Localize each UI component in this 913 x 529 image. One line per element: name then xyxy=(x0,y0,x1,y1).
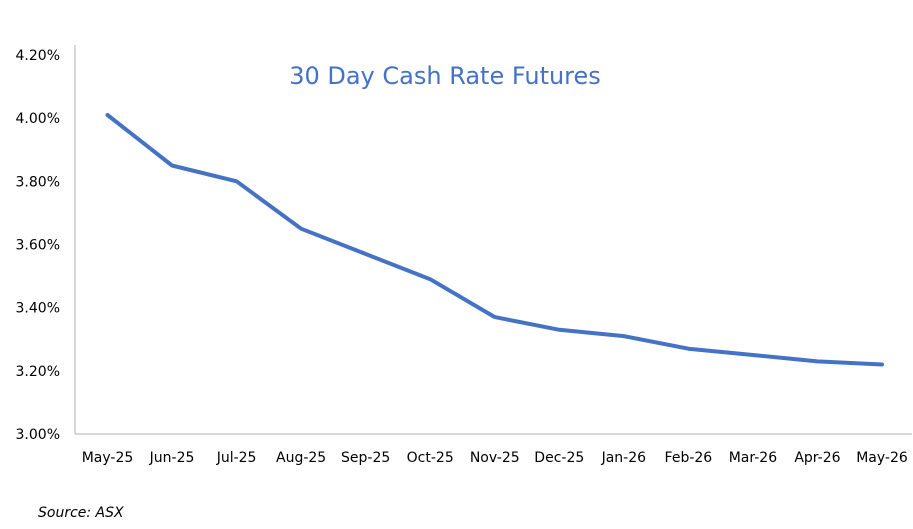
data-point xyxy=(364,252,368,256)
data-point xyxy=(686,347,690,351)
data-point xyxy=(235,179,239,183)
x-tick-label: Aug-25 xyxy=(276,450,326,466)
y-tick-label: 3.00% xyxy=(16,427,60,443)
data-point xyxy=(622,334,626,338)
y-tick-label: 3.40% xyxy=(16,301,60,317)
data-point xyxy=(557,328,561,332)
x-tick-label: Mar-26 xyxy=(729,450,777,466)
x-tick-label: Jun-25 xyxy=(149,450,195,466)
x-tick-label: Nov-25 xyxy=(470,450,520,466)
x-axis-ticks: May-25 Jun-25 Jul-25 Aug-25 Sep-25 Oct-25 Nov-… xyxy=(82,450,908,466)
series-group xyxy=(105,113,884,367)
x-tick-label: Sep-25 xyxy=(341,450,390,466)
data-point xyxy=(428,277,432,281)
series-line xyxy=(105,113,884,367)
x-tick-label: Jul-25 xyxy=(216,450,257,466)
y-tick-label: 3.80% xyxy=(16,174,60,190)
data-point xyxy=(299,227,303,231)
source-note: Source: ASX xyxy=(38,505,124,521)
data-point xyxy=(751,353,755,357)
y-axis-ticks: 3.00% 3.20% 3.40% 3.60% 3.80% 4.00% 4.20% xyxy=(16,48,60,443)
x-tick-label: Feb-26 xyxy=(665,450,713,466)
chart-title: 30 Day Cash Rate Futures xyxy=(289,62,601,90)
x-tick-label: Jan-26 xyxy=(601,450,647,466)
data-point xyxy=(170,164,174,168)
x-tick-label: May-26 xyxy=(856,450,908,466)
x-tick-label: Apr-26 xyxy=(794,450,840,466)
x-tick-label: Dec-25 xyxy=(534,450,584,466)
y-tick-label: 4.20% xyxy=(16,48,60,64)
axes xyxy=(74,45,912,435)
x-tick-label: May-25 xyxy=(82,450,134,466)
data-point xyxy=(880,363,884,367)
data-point xyxy=(106,113,109,117)
data-point xyxy=(493,315,497,319)
y-tick-label: 4.00% xyxy=(16,111,60,127)
y-tick-label: 3.20% xyxy=(16,364,60,380)
data-point xyxy=(815,359,819,363)
y-tick-label: 3.60% xyxy=(16,238,60,254)
x-tick-label: Oct-25 xyxy=(407,450,454,466)
